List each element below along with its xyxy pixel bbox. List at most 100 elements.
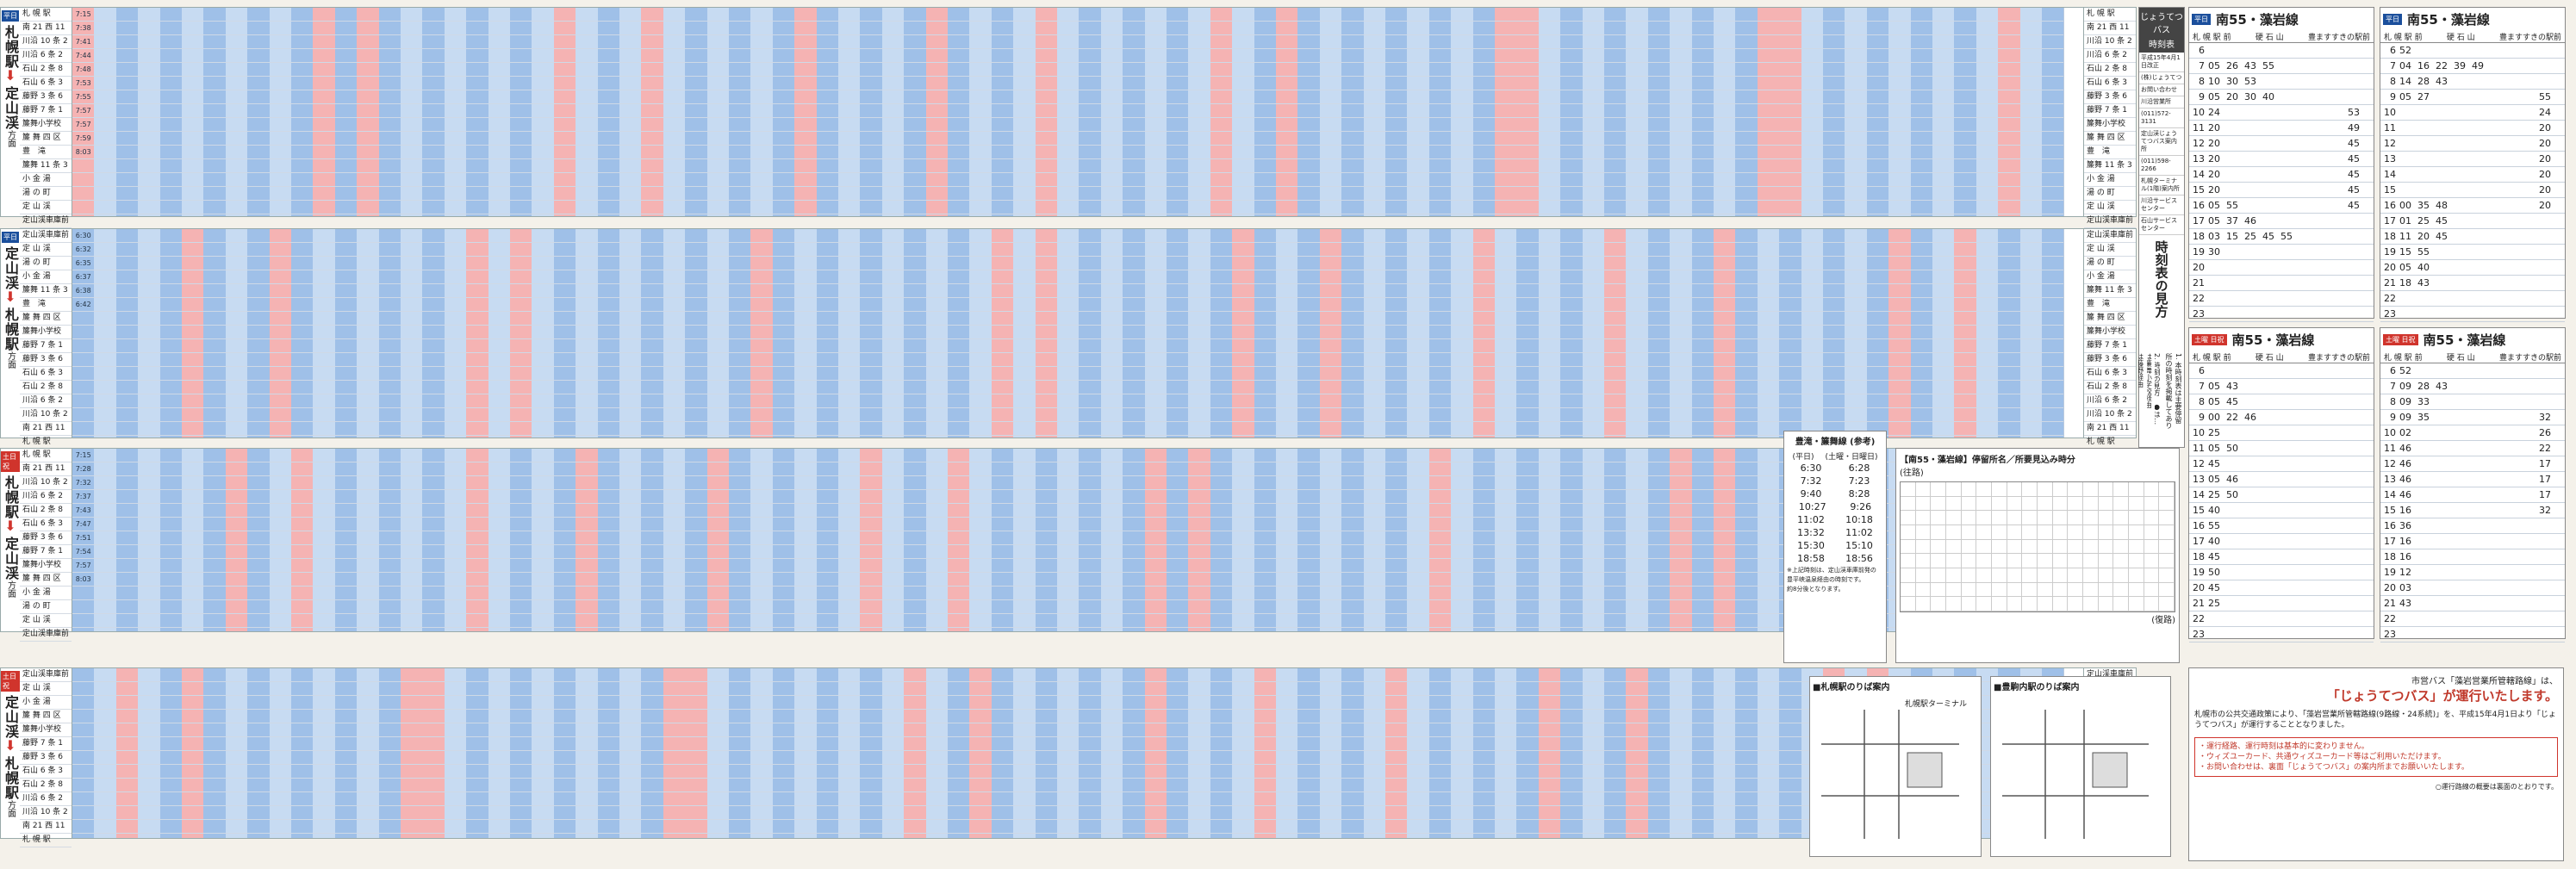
departure-time [1232,381,1254,394]
trip-column [313,229,336,438]
departure-time [225,118,248,132]
departure-time [1407,63,1429,77]
departure-time [1757,187,1780,201]
departure-time [1276,104,1298,118]
departure-time [466,806,488,820]
departure-time [313,462,335,476]
departure-time [379,214,401,216]
departure-time [466,545,488,559]
departure-time [1210,104,1233,118]
departure-time [291,806,314,820]
departure-time [466,326,488,339]
departure-time [1254,339,1276,353]
departure-time [1998,49,2020,63]
departure-time [94,751,116,765]
departure-time [466,353,488,367]
departure-time [1516,339,1539,353]
departure-time [1691,600,1714,614]
departure-time [1691,449,1714,462]
departure-time [925,187,948,201]
departure-time [532,257,554,270]
departure-time [203,462,226,476]
trip-column [510,668,533,838]
departure-time [1341,214,1363,216]
departure-time [881,298,905,312]
departure-time [1123,214,1144,216]
departure-time [138,146,160,159]
departure-time [357,229,379,243]
departure-time [1823,187,1845,201]
departure-time [313,49,335,63]
departure-time [1100,408,1123,422]
departure-time [1757,229,1780,243]
trip-column [1538,8,1562,216]
departure-time [1495,462,1517,476]
departure-time [182,600,204,614]
departure-time [1319,422,1342,436]
departure-time [1735,270,1758,284]
departure-time [1297,462,1320,476]
departure-time [860,531,882,545]
departure-time [1232,326,1254,339]
departure-time [1057,573,1080,587]
departure-time [422,751,445,765]
departure-time [1100,573,1123,587]
departure-time [401,600,423,614]
departure-time [115,614,139,628]
departure-time [685,63,707,77]
departure-time [94,587,116,600]
trip-column [138,8,161,216]
departure-time [663,173,686,187]
departure-time [619,779,642,792]
departure-time [597,312,619,326]
departure-time [969,339,992,353]
departure-time [1319,367,1342,381]
departure-time [925,118,948,132]
departure-time [1276,381,1298,394]
departure-time [466,270,488,284]
departure-time [1363,394,1385,408]
departure-time [1647,118,1671,132]
departure-time [1582,531,1604,545]
departure-time [226,834,247,838]
departure-time [334,187,358,201]
departure-time [159,22,182,35]
departure-time [816,298,838,312]
departure-time [1495,381,1517,394]
departure-time [1670,326,1692,339]
departure-time [1582,339,1604,353]
departure-time [532,353,554,367]
departure-time [1516,531,1539,545]
departure-time [1976,8,1999,22]
departure-time [1145,436,1167,438]
departure-time [1538,518,1561,531]
departure-time [1407,614,1429,628]
departure-time [94,326,116,339]
departure-time [576,367,598,381]
departure-time [619,765,642,779]
departure-time [1647,104,1671,118]
departure-time [1363,270,1385,284]
departure-time [1560,187,1583,201]
departure-time [1167,490,1189,504]
departure-time [553,159,576,173]
departure-time [641,367,663,381]
departure-time [1823,49,1845,63]
departure-time [2042,77,2064,90]
departure-time [969,326,992,339]
departure-time [1495,201,1517,214]
departure-time [1035,63,1057,77]
departure-time [641,614,663,628]
departure-time [991,22,1014,35]
departure-time [1232,22,1254,35]
departure-time [553,270,576,284]
departure-time [1714,8,1736,22]
departure-time [1976,229,1999,243]
departure-time [1560,298,1583,312]
departure-time [2019,35,2042,49]
departure-time: 7:59 [72,132,95,146]
departure-time [510,834,532,838]
departure-time [641,229,663,243]
departure-time [794,159,817,173]
departure-time [160,628,182,631]
